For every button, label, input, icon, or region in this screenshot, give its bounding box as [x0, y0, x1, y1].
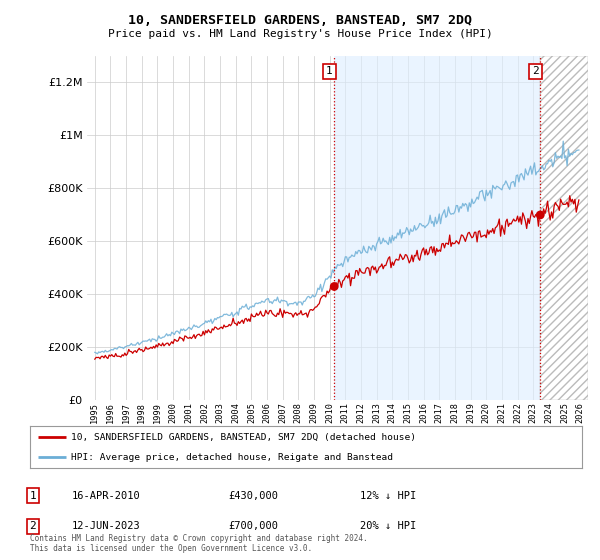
Text: 12% ↓ HPI: 12% ↓ HPI: [360, 491, 416, 501]
Text: £700,000: £700,000: [228, 521, 278, 531]
Text: 20% ↓ HPI: 20% ↓ HPI: [360, 521, 416, 531]
Point: [535, 211, 545, 220]
Text: Price paid vs. HM Land Registry's House Price Index (HPI): Price paid vs. HM Land Registry's House …: [107, 29, 493, 39]
Text: 10, SANDERSFIELD GARDENS, BANSTEAD, SM7 2DQ: 10, SANDERSFIELD GARDENS, BANSTEAD, SM7 …: [128, 14, 472, 27]
Bar: [334, 56, 540, 400]
Text: 1: 1: [29, 491, 37, 501]
Text: 16-APR-2010: 16-APR-2010: [72, 491, 141, 501]
Bar: [540, 56, 588, 400]
Text: Contains HM Land Registry data © Crown copyright and database right 2024.
This d: Contains HM Land Registry data © Crown c…: [30, 534, 368, 553]
Text: 1: 1: [326, 67, 333, 77]
Text: HPI: Average price, detached house, Reigate and Banstead: HPI: Average price, detached house, Reig…: [71, 452, 394, 461]
Text: 2: 2: [29, 521, 37, 531]
Text: 2: 2: [532, 67, 539, 77]
Text: 12-JUN-2023: 12-JUN-2023: [72, 521, 141, 531]
Text: 10, SANDERSFIELD GARDENS, BANSTEAD, SM7 2DQ (detached house): 10, SANDERSFIELD GARDENS, BANSTEAD, SM7 …: [71, 433, 416, 442]
Point: [329, 282, 339, 291]
Text: £430,000: £430,000: [228, 491, 278, 501]
